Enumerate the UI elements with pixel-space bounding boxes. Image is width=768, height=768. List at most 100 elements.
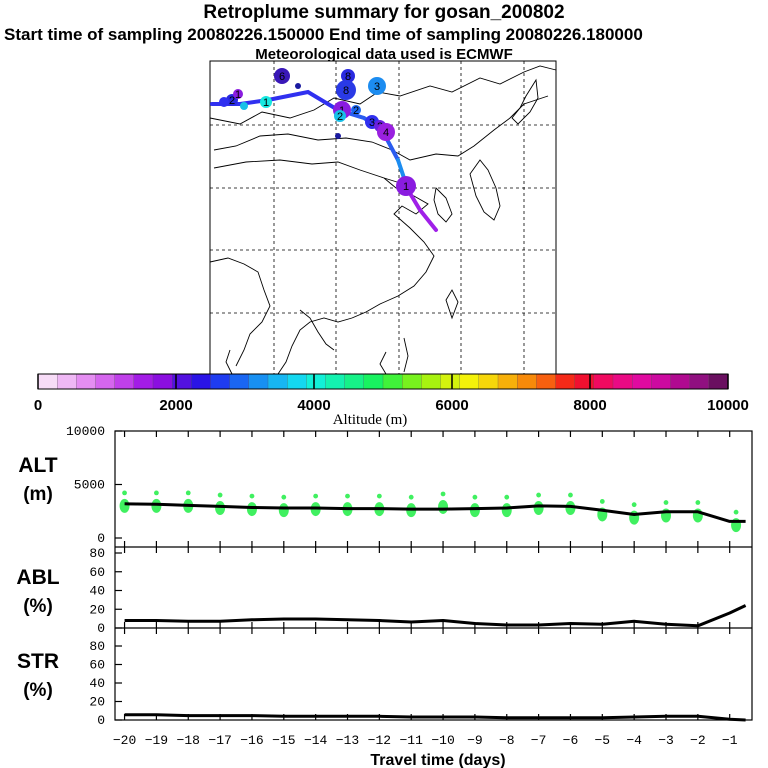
- xtick-label: −8: [499, 733, 515, 748]
- alt-cluster-dot: [278, 503, 289, 518]
- cluster-number: 4: [383, 127, 389, 139]
- trajectory-cluster: [341, 69, 355, 83]
- colorbar-cell: [306, 373, 327, 390]
- xtick-label: −6: [563, 733, 579, 748]
- alt-cluster-dot-upper: [733, 509, 739, 515]
- colorbar-cell: [287, 373, 307, 390]
- colorbar-cell: [76, 373, 97, 390]
- colorbar-cell: [37, 373, 58, 390]
- abl-ytick-label: 60: [89, 565, 105, 580]
- xtick-label: −19: [145, 733, 168, 748]
- colorbar-cell: [267, 373, 288, 390]
- alt-cluster-dot-upper: [472, 494, 478, 500]
- colorbar-tick-label: 4000: [297, 397, 330, 414]
- colorbar-cell: [651, 373, 672, 390]
- colorbar-cell: [114, 373, 135, 390]
- xtick-label: −14: [304, 733, 328, 748]
- altitude-colorbar: 0 2000 4000 6000 8000 10000 Altitude (m): [34, 373, 749, 428]
- alt-cluster-dot-upper: [504, 494, 510, 500]
- str-ytick-label: 40: [89, 676, 105, 691]
- colorbar-cell: [440, 373, 461, 390]
- colorbar-cell: [670, 373, 691, 390]
- alt-cluster-dot: [151, 498, 162, 513]
- cluster-number: 2: [229, 95, 235, 107]
- colorbar-cell: [708, 373, 729, 390]
- colorbar-cell: [536, 373, 557, 390]
- colorbar-cell: [344, 373, 365, 390]
- abl-panel-unit: (%): [23, 596, 53, 617]
- alt-cluster-dot-upper: [536, 492, 542, 498]
- abl-series-line: [124, 604, 747, 628]
- cluster-number: 8: [345, 71, 351, 83]
- alt-cluster-dot: [438, 499, 449, 514]
- abl-ytick-label: 0: [97, 621, 105, 636]
- sampling-times: Start time of sampling 20080226.150000 E…: [4, 25, 643, 44]
- colorbar-cell: [95, 373, 116, 390]
- alt-panel-label: ALT: [18, 454, 57, 477]
- trajectory-cluster: [233, 89, 243, 99]
- x-axis-label: Travel time (days): [370, 752, 505, 768]
- xtick-label: −4: [626, 733, 642, 748]
- colorbar-cell: [133, 373, 154, 390]
- colorbar-tick-label: 6000: [435, 397, 468, 414]
- alt-cluster-dot-upper: [631, 502, 637, 508]
- alt-cluster-dot: [533, 501, 544, 516]
- cluster-number: 1: [263, 97, 269, 109]
- abl-ytick-label: 80: [89, 546, 105, 561]
- xtick-label: −5: [595, 733, 611, 748]
- abl-panel-label: ABL: [16, 566, 59, 589]
- alt-cluster-dot-upper: [154, 490, 159, 496]
- alt-cluster-dots: [119, 490, 742, 533]
- colorbar-cell: [363, 373, 384, 390]
- cluster-number: 1: [403, 181, 409, 193]
- colorbar-cell: [459, 373, 480, 390]
- colorbar-cell: [555, 373, 576, 390]
- alt-ytick-label: 10000: [66, 424, 105, 439]
- trajectory-cluster-small: [335, 133, 341, 139]
- xtick-label: −7: [531, 733, 547, 748]
- str-series-line: [124, 713, 746, 722]
- colorbar-cell: [478, 373, 499, 390]
- time-series-panels: ALT(m)ABL(%)STR(%) 100005000080604020080…: [16, 424, 753, 768]
- xtick-label: −18: [177, 733, 200, 748]
- colorbar-label: Altitude (m): [333, 412, 408, 428]
- str-ytick-label: 0: [97, 713, 105, 728]
- alt-cluster-dot-upper: [376, 493, 382, 499]
- cluster-number: 3: [369, 117, 375, 129]
- colorbar-cell: [191, 373, 212, 390]
- xtick-label: −10: [431, 733, 454, 748]
- alt-cluster-dot-upper: [217, 492, 223, 498]
- trajectory-cluster: [336, 80, 356, 100]
- map-coastlines: [209, 65, 557, 375]
- str-panel-label: STR: [17, 650, 59, 673]
- alt-cluster-dot: [215, 501, 226, 516]
- alt-cluster-dot-upper: [313, 493, 319, 499]
- xtick-label: −3: [658, 733, 674, 748]
- alt-series-line: [124, 502, 746, 523]
- trajectory-clusters: 68381223241121: [219, 68, 416, 196]
- alt-cluster-dot-upper: [185, 490, 191, 496]
- trajectory-cluster: [274, 68, 290, 84]
- trajectory-cluster: [396, 176, 416, 196]
- trajectory-cluster: [368, 77, 386, 95]
- str-ytick-label: 80: [89, 639, 105, 654]
- alt-cluster-dot-upper: [568, 492, 573, 498]
- alt-cluster-dot-upper: [345, 493, 350, 499]
- str-ytick-label: 60: [89, 658, 105, 673]
- colorbar-cell: [593, 373, 614, 390]
- map-frame: [209, 60, 557, 375]
- colorbar-tick-label: 2000: [159, 397, 192, 414]
- cluster-number: 6: [279, 71, 285, 83]
- cluster-number: 2: [353, 105, 359, 117]
- xtick-label: −17: [208, 733, 231, 748]
- xtick-label: −11: [400, 733, 424, 748]
- colorbar-cell: [210, 373, 231, 390]
- trajectory-segment: [406, 188, 438, 232]
- str-ytick-label: 20: [89, 695, 105, 710]
- colorbar-cell: [229, 373, 250, 390]
- cluster-number: 1: [235, 89, 241, 101]
- xtick-label: −9: [467, 733, 483, 748]
- xtick-label: −15: [272, 733, 295, 748]
- abl-ytick-label: 40: [89, 584, 105, 599]
- colorbar-cell: [402, 373, 422, 390]
